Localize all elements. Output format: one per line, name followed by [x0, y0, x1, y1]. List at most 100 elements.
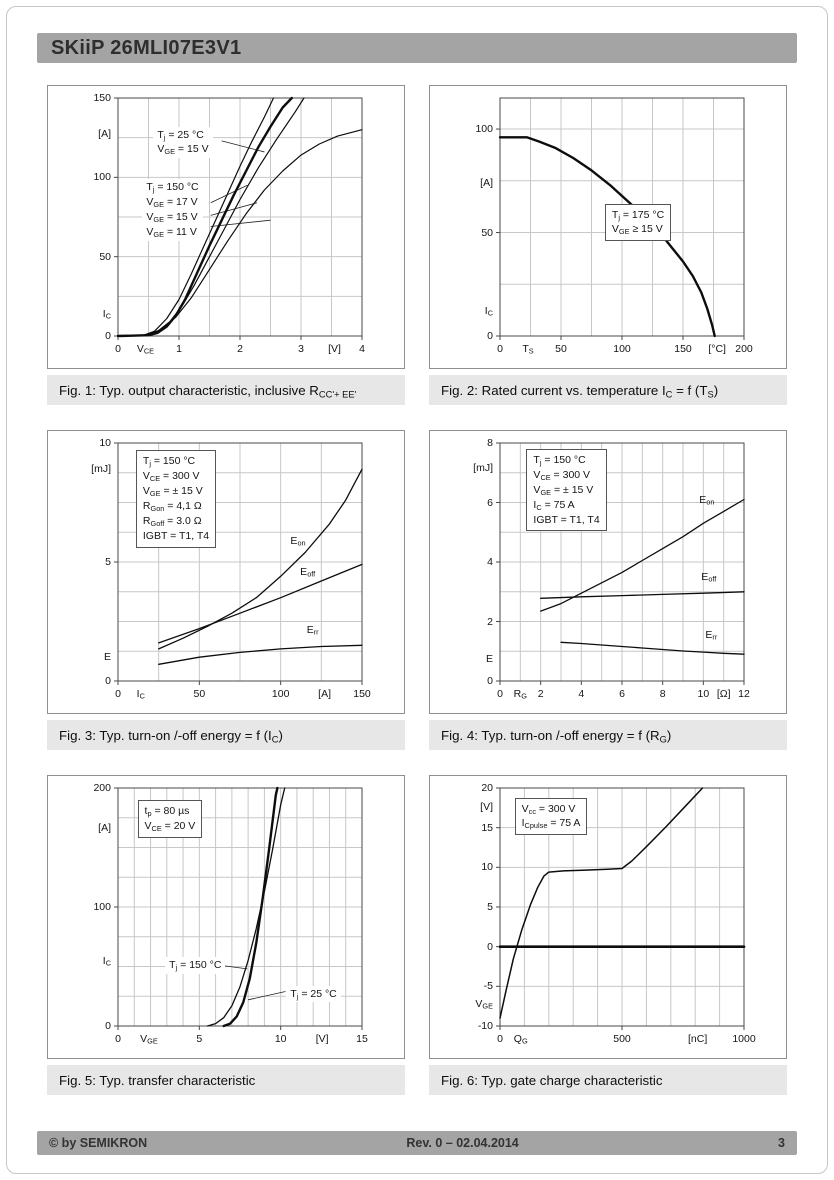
x-tick-label: 5 [196, 1032, 203, 1045]
curve-tj150-vge11 [117, 129, 363, 337]
chart-canvas [114, 786, 363, 1030]
device-title: SKiiP 26MLI07E3V1 [51, 36, 242, 59]
figure-5-caption-text: Fig. 5: Typ. transfer characteristic [59, 1072, 256, 1088]
figure-1-caption: Fig. 1: Typ. output characteristic, incl… [47, 375, 405, 405]
x-axis-unit: [°C] [708, 342, 726, 355]
x-tick-label: 500 [613, 1032, 631, 1045]
x-tick-label: 150 [674, 342, 692, 355]
conditions-annotation: Tj = 150 °C VGE = 17 V VGE = 15 V VGE = 11 … [142, 178, 203, 241]
figure-3-chart: 0 5 10 0 50 100 150 [mJ] E IC [A] Eon Eoff Err Tj = 15… [47, 430, 405, 714]
figure-4: 0 2 4 6 8 0 2 4 6 8 10 12 [mJ] E RG [Ω] Eon Eoff Err Tj = 1… [429, 430, 787, 750]
y-axis-unit: [A] [98, 822, 111, 835]
x-tick-label: 0 [497, 1032, 503, 1045]
y-tick-label: 50 [481, 226, 493, 239]
curve-tj150 [206, 787, 286, 1027]
x-tick-label: 50 [193, 687, 206, 700]
y-axis-symbol: IC [484, 304, 493, 318]
y-tick-label: 100 [93, 171, 111, 184]
x-tick-label: 4 [578, 687, 585, 700]
chart-canvas [496, 787, 746, 1030]
y-tick-label: 20 [481, 781, 493, 794]
y-tick-label: 10 [481, 861, 493, 874]
figure-3-caption-text: Fig. 3: Typ. turn-on /-off energy = f (I… [59, 727, 283, 744]
x-axis-symbol: IC [136, 687, 145, 701]
chart-canvas [114, 442, 363, 685]
x-tick-label: 6 [619, 687, 625, 700]
curve-label: Err [705, 628, 718, 642]
curve-tj150-vge17 [117, 97, 275, 337]
curve-label: Eoff [701, 570, 717, 584]
y-tick-label: 5 [105, 555, 111, 568]
figure-6-chart: -10 -5 0 5 10 15 20 0 500 1000 [V] VGE QG [nC] Vcc = 3… [429, 775, 787, 1059]
figure-6-caption: Fig. 6: Typ. gate charge characteristic [429, 1065, 787, 1095]
figure-4-caption-text: Fig. 4: Typ. turn-on /-off energy = f (R… [441, 727, 672, 744]
conditions-annotation: Vcc = 300 V ICpulse = 75 A [514, 797, 588, 836]
x-axis-symbol: VGE [140, 1032, 158, 1046]
x-tick-label: 0 [497, 687, 503, 700]
page-header: SKiiP 26MLI07E3V1 [37, 33, 797, 63]
y-axis-unit: [A] [480, 176, 493, 189]
chart-canvas [496, 442, 745, 685]
y-axis-symbol: E [485, 652, 493, 665]
x-tick-label: 0 [115, 342, 121, 355]
x-tick-label: 3 [298, 342, 304, 355]
x-tick-label: 8 [659, 687, 666, 700]
x-tick-label: 200 [735, 342, 753, 355]
x-tick-label: 2 [237, 342, 243, 355]
figure-4-chart: 0 2 4 6 8 0 2 4 6 8 10 12 [mJ] E RG [Ω] Eon Eoff Err Tj = 1… [429, 430, 787, 714]
curve-eon [158, 468, 363, 650]
figure-5-caption: Fig. 5: Typ. transfer characteristic [47, 1065, 405, 1095]
x-tick-label: 0 [115, 687, 121, 700]
curve-eoff [540, 591, 745, 599]
y-axis-symbol: IC [102, 307, 111, 321]
y-tick-label: 0 [487, 329, 493, 342]
y-tick-label: 150 [93, 91, 111, 104]
conditions-annotation: Tj = 150 °C VCE = 300 V VGE = ± 15 V IC = 7… [526, 448, 607, 532]
y-axis-symbol: IC [102, 954, 111, 968]
x-tick-label: 1 [176, 342, 182, 355]
footer-copyright: © by SEMIKRON [49, 1136, 148, 1150]
x-tick-label: 10 [274, 1032, 287, 1045]
x-axis-symbol: QG [513, 1032, 528, 1046]
figure-1-chart: 0 50 100 150 0 1 2 3 4 [A] IC VCE [V] Tj = 25 °C VGE =… [47, 85, 405, 369]
conditions-annotation: tp = 80 µs VCE = 20 V [137, 799, 203, 838]
y-tick-label: 8 [487, 436, 493, 449]
x-axis-symbol: VCE [136, 342, 155, 356]
x-tick-label: 2 [537, 687, 544, 700]
y-tick-label: 5 [487, 900, 493, 913]
x-tick-label: 12 [738, 687, 750, 700]
y-tick-label: 10 [99, 436, 111, 449]
y-tick-label: 2 [487, 615, 493, 628]
y-axis-unit: [V] [480, 800, 493, 813]
x-tick-label: 4 [359, 342, 365, 355]
figure-grid: 0 50 100 150 0 1 2 3 4 [A] IC VCE [V] Tj = 25 °C VGE =… [47, 85, 787, 1095]
figure-2: 0 50 100 0 50 100 150 200 [A] IC TS [°C] Tj = 175 °C… [429, 85, 787, 405]
y-tick-label: 15 [481, 821, 493, 834]
y-axis-unit: [A] [98, 128, 111, 141]
curve-err [560, 641, 745, 655]
x-axis-unit: [Ω] [716, 687, 731, 700]
y-tick-label: 50 [99, 250, 111, 263]
figure-5-chart: 0 100 200 0 5 10 15 [A] IC VGE [V] tp = 80 µs VCE = … [47, 775, 405, 1059]
y-tick-label: 0 [105, 329, 111, 342]
x-axis-symbol: TS [522, 342, 534, 356]
curve-err [158, 644, 363, 665]
figure-1-caption-text: Fig. 1: Typ. output characteristic, incl… [59, 382, 357, 399]
conditions-annotation: Tj = 175 °C VGE ≥ 15 V [604, 203, 672, 242]
figure-4-caption: Fig. 4: Typ. turn-on /-off energy = f (R… [429, 720, 787, 750]
x-axis-symbol: RG [513, 687, 527, 701]
y-tick-label: 200 [93, 781, 111, 794]
footer-revision: Rev. 0 – 02.04.2014 [406, 1136, 519, 1150]
y-tick-label: 0 [487, 940, 493, 953]
y-tick-label: 6 [487, 496, 493, 509]
curve-label: Err [306, 623, 319, 637]
y-axis-symbol: VGE [475, 997, 493, 1011]
y-tick-label: -10 [477, 1019, 493, 1032]
y-tick-label: -5 [483, 980, 493, 993]
x-tick-label: 0 [497, 342, 503, 355]
y-tick-label: 4 [487, 555, 493, 568]
x-axis-unit: [nC] [687, 1032, 708, 1045]
datasheet-page: SKiiP 26MLI07E3V1 0 50 100 150 0 1 2 3 4 [A] IC VCE… [6, 6, 828, 1174]
curve-label: Eon [699, 493, 715, 507]
x-axis-unit: [A] [318, 687, 331, 700]
